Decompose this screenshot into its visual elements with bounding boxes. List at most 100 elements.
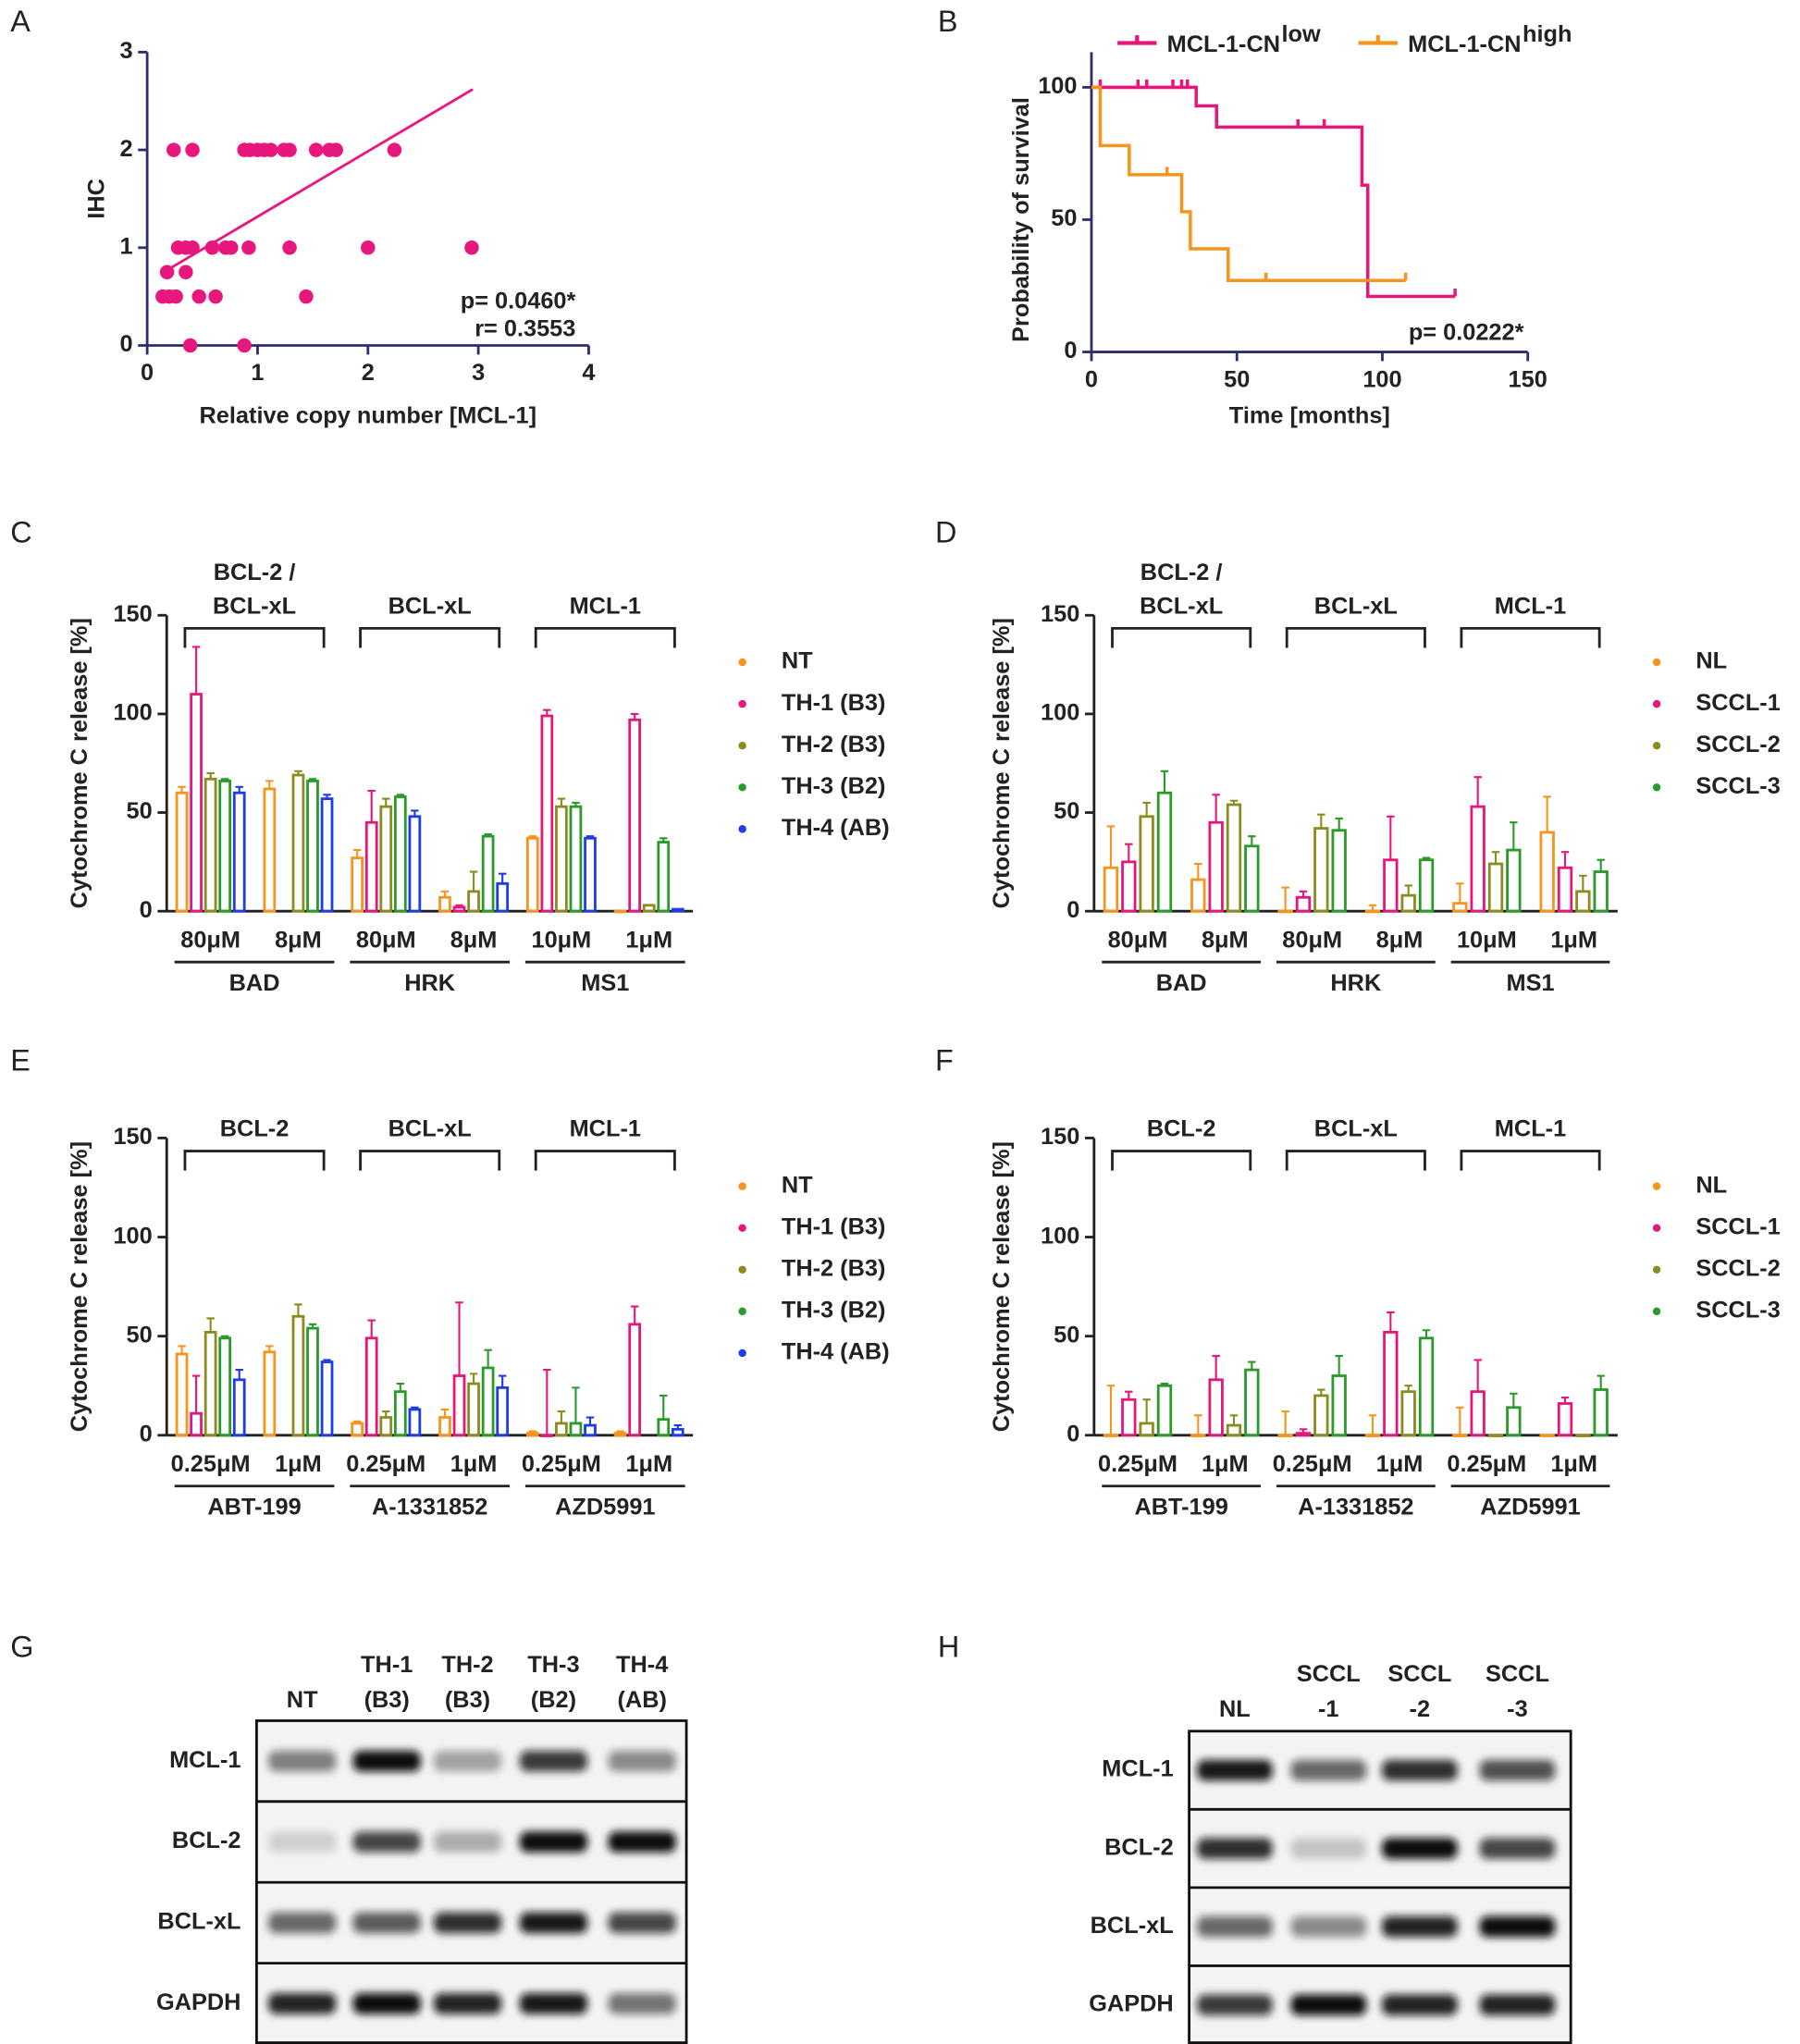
y-axis-label: Cytochrome C release [%] [989,1141,1015,1432]
legend-label: NT [782,1172,813,1198]
error-bar [382,1410,390,1418]
band [1197,1994,1273,2015]
band [352,1831,421,1853]
legend-marker [1652,1265,1661,1274]
x-tick-label: 150 [1509,366,1547,392]
bar [1103,1434,1119,1437]
x-tick-label: 100 [1362,366,1401,392]
x-tick-label: 1μM [1376,1451,1424,1477]
point [264,142,278,157]
x-tick-label: 0.25μM [522,1451,601,1477]
error-bar [352,1420,362,1423]
bar [364,820,378,913]
bar [613,1432,627,1437]
bar [1139,1422,1154,1437]
legend-label: SCCL-1 [1695,1213,1780,1239]
bar [657,841,671,913]
bar [1226,803,1242,913]
bar [1593,1388,1609,1437]
error-bar [543,708,551,717]
x-tick-label: 80μM [356,927,416,953]
band [352,1750,421,1772]
bar [1139,815,1154,913]
lane-label: NT [287,1687,318,1713]
point [387,142,402,157]
error-bar [498,1374,507,1388]
bar [540,1434,554,1437]
band [1197,1759,1273,1781]
bar [320,797,334,913]
y-tick-label: 150 [1041,1124,1079,1150]
bar [351,856,364,913]
bar [569,1422,583,1437]
x-tick-label: 10μM [1457,927,1517,953]
bar [1156,1384,1173,1437]
lane-label: (B3) [445,1687,490,1713]
point [361,240,376,255]
error-bar [673,1424,683,1430]
error-bar [1248,1361,1256,1371]
band [1381,1838,1458,1859]
group-bracket [183,626,326,648]
error-bar [557,1410,566,1423]
error-bar [1387,1311,1395,1333]
error-bar [191,646,201,695]
error-bar [1299,890,1308,898]
panel-letter: G [10,1630,33,1663]
x-tick-label: 8μM [1202,927,1249,953]
group-bracket [1111,1150,1252,1171]
error-bar [1579,874,1587,892]
lane-label: -3 [1507,1696,1528,1722]
y-tick-label: 0 [140,1421,153,1447]
error-bar [1543,795,1551,832]
legend-label: NT [782,648,813,674]
lane-label: TH-1 [361,1652,413,1678]
error-bar [1212,1355,1220,1380]
bar [1470,805,1486,913]
error-bar [616,1430,624,1434]
lane-label: (B3) [364,1687,410,1713]
band [1381,1994,1458,2015]
lane-label: TH-2 [441,1652,493,1678]
bar [452,1374,466,1437]
bar [1557,866,1573,913]
bar [218,780,232,913]
legend-label: MCL-1-CN [1408,31,1521,57]
group-label: A-1331852 [372,1494,487,1520]
legend-label: SCCL-2 [1695,1255,1780,1281]
legend-marker [738,699,746,708]
point [182,338,198,353]
bar [1313,1394,1329,1437]
error-bar [1317,813,1325,829]
legend-marker [738,783,746,792]
bar [232,791,246,913]
bar [1244,844,1260,913]
group-label: ABT-199 [1134,1494,1227,1520]
legend-marker [738,1348,746,1358]
error-bar [1491,851,1500,865]
band [519,1831,588,1853]
point [179,265,193,279]
bar [467,1382,480,1437]
x-tick-label: 0.25μM [1098,1451,1177,1477]
x-tick-label: 0.25μM [1273,1451,1352,1477]
point [185,240,200,255]
error-bar [1142,801,1151,817]
x-tick-label: 1μM [625,1451,672,1477]
bar [481,834,495,913]
group-label: HRK [1330,970,1382,996]
error-bar [660,1394,668,1420]
error-bar [367,1319,376,1338]
legend-label: TH-2 (B3) [782,732,886,757]
error-bar [1560,851,1570,868]
error-bar [1456,882,1464,904]
bar [496,1385,510,1437]
legend-label: TH-3 (B2) [782,773,886,799]
error-bar [1299,1428,1308,1434]
legend-marker [738,1265,746,1274]
bar [1277,909,1293,914]
x-tick-label: 4 [582,360,595,386]
bar [467,890,480,913]
error-bar [586,835,595,839]
bar [438,1416,451,1437]
